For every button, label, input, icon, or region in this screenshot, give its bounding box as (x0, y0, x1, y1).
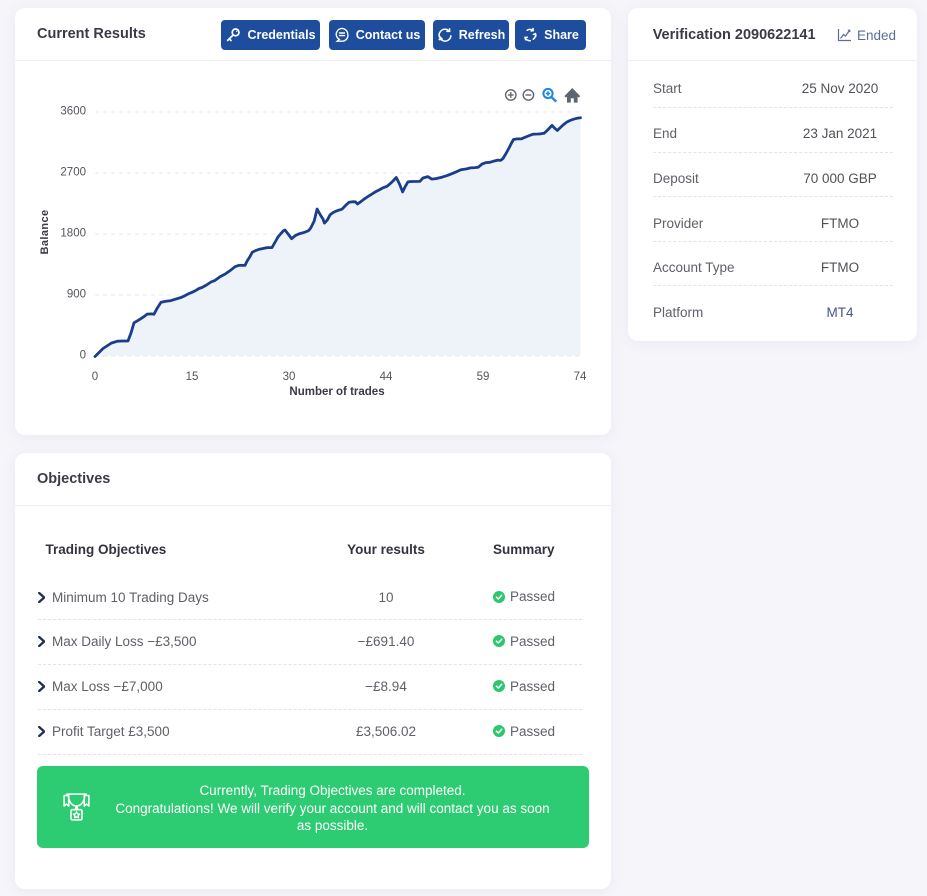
svg-text:Number of trades: Number of trades (289, 386, 384, 398)
svg-text:59: 59 (477, 371, 490, 383)
svg-text:15: 15 (186, 371, 199, 383)
svg-text:Balance: Balance (39, 210, 51, 255)
svg-text:0: 0 (80, 350, 86, 362)
svg-text:1800: 1800 (60, 228, 86, 240)
svg-text:2700: 2700 (60, 167, 86, 179)
svg-text:900: 900 (67, 289, 86, 301)
svg-text:3600: 3600 (60, 106, 86, 118)
svg-text:74: 74 (574, 371, 587, 383)
svg-text:0: 0 (92, 371, 98, 383)
svg-text:30: 30 (283, 371, 296, 383)
svg-text:44: 44 (380, 371, 393, 383)
